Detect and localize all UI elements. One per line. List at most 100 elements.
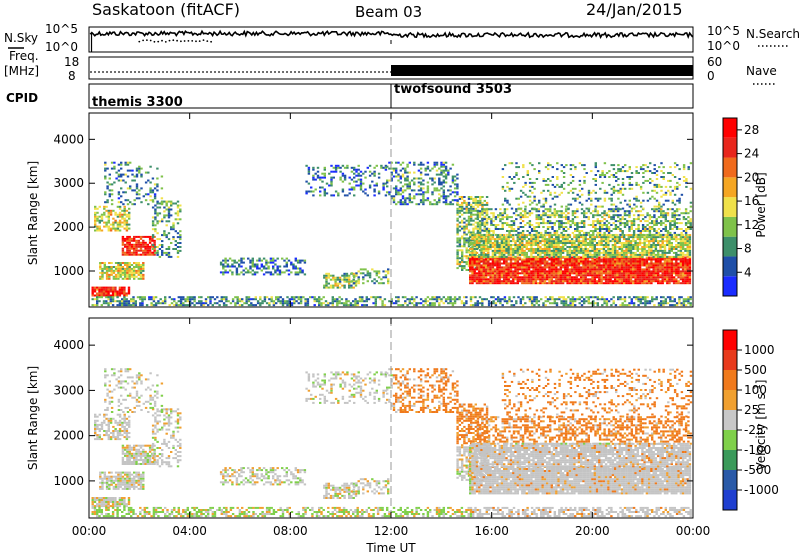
power-cell — [362, 272, 365, 275]
power-cell — [479, 223, 482, 226]
power-cell — [500, 236, 504, 239]
power-cell — [140, 187, 143, 190]
power-cell — [139, 266, 143, 268]
power-cell — [661, 274, 664, 277]
power-cell — [534, 280, 538, 283]
power-cell — [537, 282, 540, 285]
power-cell — [469, 260, 472, 263]
power-cell — [688, 272, 692, 275]
power-cell — [435, 163, 439, 166]
power-cell — [688, 274, 692, 277]
power-cell — [170, 228, 173, 231]
power-cell — [105, 267, 109, 270]
power-cell — [516, 278, 519, 281]
power-cell — [641, 224, 645, 226]
power-cell — [118, 292, 122, 295]
power-cell — [570, 251, 574, 254]
power-cell — [577, 258, 581, 261]
power-cell — [591, 270, 594, 273]
power-cell — [135, 169, 139, 172]
power-cell — [104, 169, 107, 172]
power-cell — [442, 193, 445, 196]
power-cell — [650, 253, 653, 256]
power-cell — [577, 264, 581, 267]
power-cell — [453, 183, 457, 186]
power-cell — [595, 274, 599, 277]
power-cell — [628, 216, 631, 219]
power-cell — [652, 274, 655, 277]
power-cell — [521, 236, 524, 239]
power-cell — [533, 197, 536, 200]
power-cell — [519, 231, 522, 234]
power-cell — [592, 220, 595, 223]
power-cell — [172, 248, 175, 250]
power-cell — [521, 248, 524, 250]
power-cell — [663, 264, 667, 267]
power-cell — [681, 236, 685, 239]
power-cell — [569, 174, 573, 176]
power-cell — [547, 178, 550, 180]
power-cell — [224, 261, 227, 264]
power-cell — [137, 264, 140, 266]
power-cell — [114, 262, 118, 264]
power-cell — [453, 199, 457, 202]
power-cell — [550, 266, 553, 269]
power-cell — [659, 270, 662, 273]
power-cell — [652, 236, 655, 239]
power-cell — [91, 290, 94, 293]
power-cell — [156, 246, 159, 248]
power-cell — [670, 249, 673, 252]
power-cell — [151, 191, 155, 194]
power-cell — [515, 230, 518, 232]
power-cell — [146, 235, 149, 238]
power-cell — [224, 271, 227, 274]
power-cell — [544, 197, 548, 200]
power-cell — [548, 266, 551, 269]
power-cell — [406, 171, 409, 174]
power-cell — [510, 178, 514, 180]
power-cell — [648, 244, 651, 246]
power-cell — [354, 284, 358, 287]
power-cell — [584, 260, 587, 263]
power-cell — [474, 199, 477, 202]
power-cell — [537, 242, 540, 244]
power-cell — [478, 234, 481, 237]
power-cell — [611, 262, 615, 265]
power-cell — [475, 242, 479, 244]
power-cell — [119, 271, 122, 274]
power-cell — [657, 272, 660, 275]
power-cell — [577, 278, 581, 281]
power-cell — [566, 276, 569, 279]
power-cell — [475, 244, 479, 246]
power-cell — [453, 187, 457, 190]
power-cell — [566, 240, 569, 243]
power-cell — [435, 161, 439, 164]
power-cell — [625, 248, 628, 250]
power-cell — [387, 278, 390, 281]
power-cell — [521, 253, 524, 256]
power-cell — [573, 268, 576, 271]
power-cell — [645, 272, 649, 275]
power-cell — [575, 251, 578, 254]
power-cell — [491, 258, 495, 261]
power-cell — [163, 232, 166, 235]
power-cell — [485, 228, 488, 230]
power-cell — [675, 253, 678, 256]
power-cell — [487, 208, 491, 211]
power-cell — [532, 266, 535, 269]
power-cell — [126, 163, 130, 166]
power-cell — [483, 228, 486, 230]
power-cell — [492, 230, 495, 232]
power-cell — [148, 247, 152, 250]
power-cell — [435, 169, 439, 172]
power-cell — [623, 224, 627, 226]
power-cell — [483, 225, 486, 228]
power-cell — [573, 255, 576, 258]
power-cell — [550, 249, 553, 252]
power-cell — [604, 258, 608, 261]
power-cell — [623, 238, 626, 241]
power-cell — [648, 249, 651, 252]
power-cell — [123, 219, 126, 222]
power-cell — [638, 248, 642, 250]
